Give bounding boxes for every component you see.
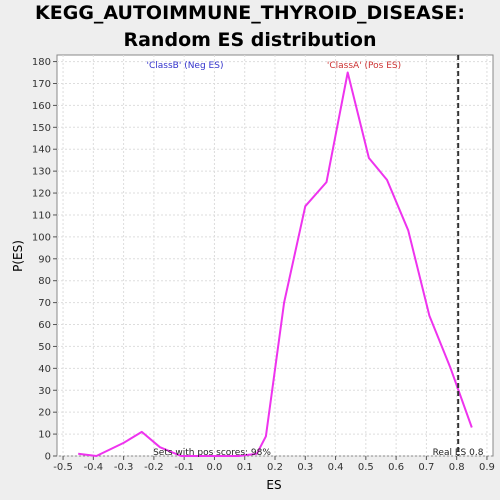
y-tick-label: 0 bbox=[45, 452, 51, 463]
annotation-sets-pos: Sets with pos scores: 98% bbox=[153, 448, 271, 458]
y-tick-label: 30 bbox=[38, 386, 51, 397]
x-axis: -0.5 -0.4 -0.3 -0.2 -0.1 0.0 0.1 0.2 0.3 0.4 0.5 0.… bbox=[53, 456, 495, 473]
series-line bbox=[78, 71, 473, 457]
x-tick-label: 0.4 bbox=[328, 462, 344, 473]
x-tick-label: 0.8 bbox=[449, 462, 465, 473]
series-layer bbox=[78, 71, 473, 457]
y-tick-label: 90 bbox=[38, 254, 51, 265]
x-tick-label: 0.3 bbox=[297, 462, 313, 473]
y-tick-label: 70 bbox=[38, 298, 51, 309]
x-tick-label: 0.6 bbox=[388, 462, 404, 473]
x-tick-label: 0.5 bbox=[358, 462, 374, 473]
y-tick-label: 40 bbox=[38, 364, 51, 375]
x-tick-label: 0.1 bbox=[237, 462, 253, 473]
y-tick-label: 110 bbox=[32, 210, 51, 221]
x-tick-label: 0.7 bbox=[418, 462, 434, 473]
x-tick-label: -0.1 bbox=[174, 462, 194, 473]
y-tick-label: 10 bbox=[38, 430, 51, 441]
y-tick-label: 80 bbox=[38, 276, 51, 287]
real-es-label: Real ES 0.8 bbox=[433, 448, 484, 458]
y-tick-label: 180 bbox=[32, 57, 51, 68]
x-tick-label: -0.4 bbox=[84, 462, 104, 473]
y-tick-label: 20 bbox=[38, 408, 51, 419]
y-axis: 0 10 20 30 40 50 60 70 80 90 100 110 120 130 140 150 160… bbox=[32, 57, 57, 463]
annotation-pos-es: 'ClassA' (Pos ES) bbox=[327, 61, 401, 71]
x-tick-label: 0.0 bbox=[206, 462, 222, 473]
grid bbox=[57, 55, 493, 457]
x-tick-label: 0.2 bbox=[267, 462, 283, 473]
x-tick-label: 0.9 bbox=[479, 462, 495, 473]
y-tick-label: 140 bbox=[32, 145, 51, 156]
x-axis-label: ES bbox=[266, 478, 281, 492]
annotation-neg-es: 'ClassB' (Neg ES) bbox=[147, 61, 224, 71]
x-tick-label: -0.3 bbox=[114, 462, 134, 473]
chart-title: KEGG_AUTOIMMUNE_THYROID_DISEASE: Random … bbox=[35, 2, 465, 51]
x-tick-label: -0.5 bbox=[53, 462, 73, 473]
y-tick-label: 100 bbox=[32, 232, 51, 243]
y-tick-label: 60 bbox=[38, 320, 51, 331]
x-tick-label: -0.2 bbox=[144, 462, 164, 473]
y-tick-label: 170 bbox=[32, 79, 51, 90]
y-tick-label: 130 bbox=[32, 167, 51, 178]
y-axis-label: P(ES) bbox=[11, 240, 25, 272]
y-tick-label: 160 bbox=[32, 101, 51, 112]
y-tick-label: 150 bbox=[32, 123, 51, 134]
y-tick-label: 120 bbox=[32, 189, 51, 200]
y-tick-label: 50 bbox=[38, 342, 51, 353]
